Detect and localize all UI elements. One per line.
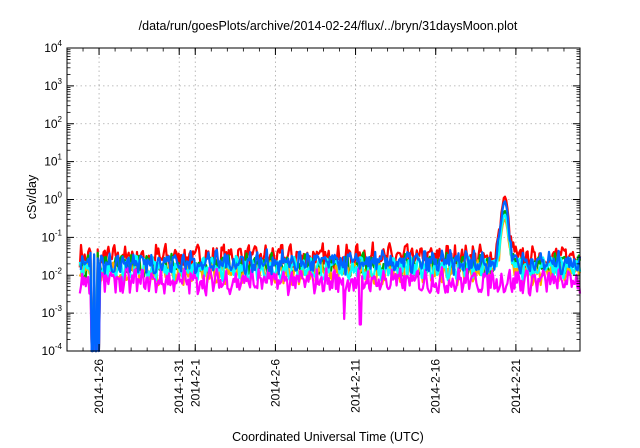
x-axis-ticks: 2014-1-26 2014-1-31 2014-2-1 2014-2-6 2014-2…	[82, 48, 565, 414]
y-tick-label: 100	[44, 191, 62, 207]
y-tick-label: 101	[44, 153, 62, 169]
x-tick-label: 2014-2-6	[268, 359, 282, 407]
y-tick-label: 10-4	[42, 342, 63, 358]
y-axis-ticks: 10-4 10-3 10-2 10-1 100 101 102 103 104	[42, 39, 580, 358]
series-group	[78, 195, 582, 353]
x-axis-label: Coordinated Universal Time (UTC)	[232, 430, 424, 444]
x-tick-label: 2014-2-16	[429, 359, 443, 414]
x-tick-label: 2014-2-1	[188, 359, 202, 407]
x-tick-label: 2014-2-21	[509, 359, 523, 414]
y-tick-label: 102	[44, 115, 62, 131]
x-tick-label: 2014-1-26	[92, 359, 106, 414]
y-tick-label: 10-1	[42, 228, 63, 244]
x-tick-label: 2014-1-31	[172, 359, 186, 414]
series-line	[79, 200, 582, 353]
chart-title: /data/run/goesPlots/archive/2014-02-24/f…	[139, 19, 518, 33]
series-line	[78, 265, 582, 353]
y-axis-label: cSv/day	[25, 174, 39, 219]
y-tick-label: 104	[44, 39, 62, 55]
y-tick-label: 10-2	[42, 266, 63, 282]
y-tick-label: 103	[44, 77, 62, 93]
y-tick-label: 10-3	[42, 304, 63, 320]
x-tick-label: 2014-2-11	[349, 359, 363, 413]
